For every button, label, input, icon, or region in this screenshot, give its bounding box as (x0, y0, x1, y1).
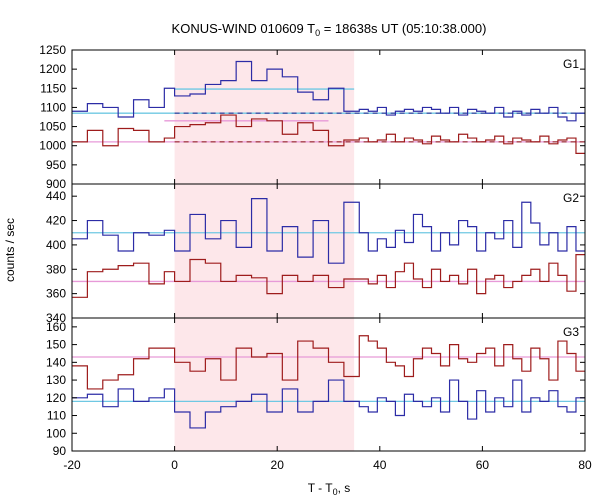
x-tick-label: 60 (476, 458, 490, 472)
y-tick-label: 130 (46, 373, 66, 387)
y-tick-label: 340 (46, 311, 66, 325)
y-tick-label: 1050 (39, 120, 66, 134)
y-tick-label: 120 (46, 391, 66, 405)
y-axis-label: counts / sec (3, 218, 17, 282)
red-series-line (72, 254, 585, 298)
y-tick-label: 1250 (39, 43, 66, 57)
y-tick-label: 90 (53, 444, 67, 458)
y-tick-label: 440 (46, 189, 66, 203)
source-interval-highlight (174, 50, 355, 451)
y-tick-label: 1000 (39, 139, 66, 153)
y-tick-label: 100 (46, 426, 66, 440)
x-tick-label: 20 (271, 458, 285, 472)
y-tick-label: 140 (46, 355, 66, 369)
panel-label: G3 (563, 325, 579, 339)
blue-series-line (72, 60, 585, 122)
y-tick-label: 160 (46, 320, 66, 334)
chart-title: KONUS-WIND 010609 T0 = 18638s UT (05:10:… (172, 21, 487, 38)
panel-frame (71, 317, 586, 452)
y-tick-label: 900 (46, 177, 66, 191)
y-tick-label: 950 (46, 158, 66, 172)
x-axis-label: T - T0, s (308, 481, 351, 497)
panel-label: G1 (563, 57, 579, 71)
x-tick-label: 0 (171, 458, 178, 472)
y-tick-label: 1150 (40, 81, 66, 95)
red-series-line (72, 114, 585, 154)
x-tick-label: 80 (578, 458, 592, 472)
y-tick-label: 360 (46, 287, 66, 301)
plot-area: 125012001150110010501000950900G144042040… (39, 43, 592, 472)
y-tick-label: 420 (46, 214, 66, 228)
y-tick-label: 150 (46, 338, 66, 352)
y-tick-label: 380 (46, 262, 66, 276)
x-tick-label: -20 (63, 458, 81, 472)
x-tick-label: 40 (373, 458, 387, 472)
red-series-line (72, 335, 585, 390)
y-tick-label: 1100 (40, 100, 66, 114)
y-tick-label: 110 (47, 409, 66, 423)
panel-label: G2 (563, 191, 579, 205)
y-tick-label: 1200 (39, 62, 66, 76)
blue-series-line (72, 379, 585, 429)
y-tick-label: 400 (46, 238, 66, 252)
blue-series-line (72, 198, 585, 264)
